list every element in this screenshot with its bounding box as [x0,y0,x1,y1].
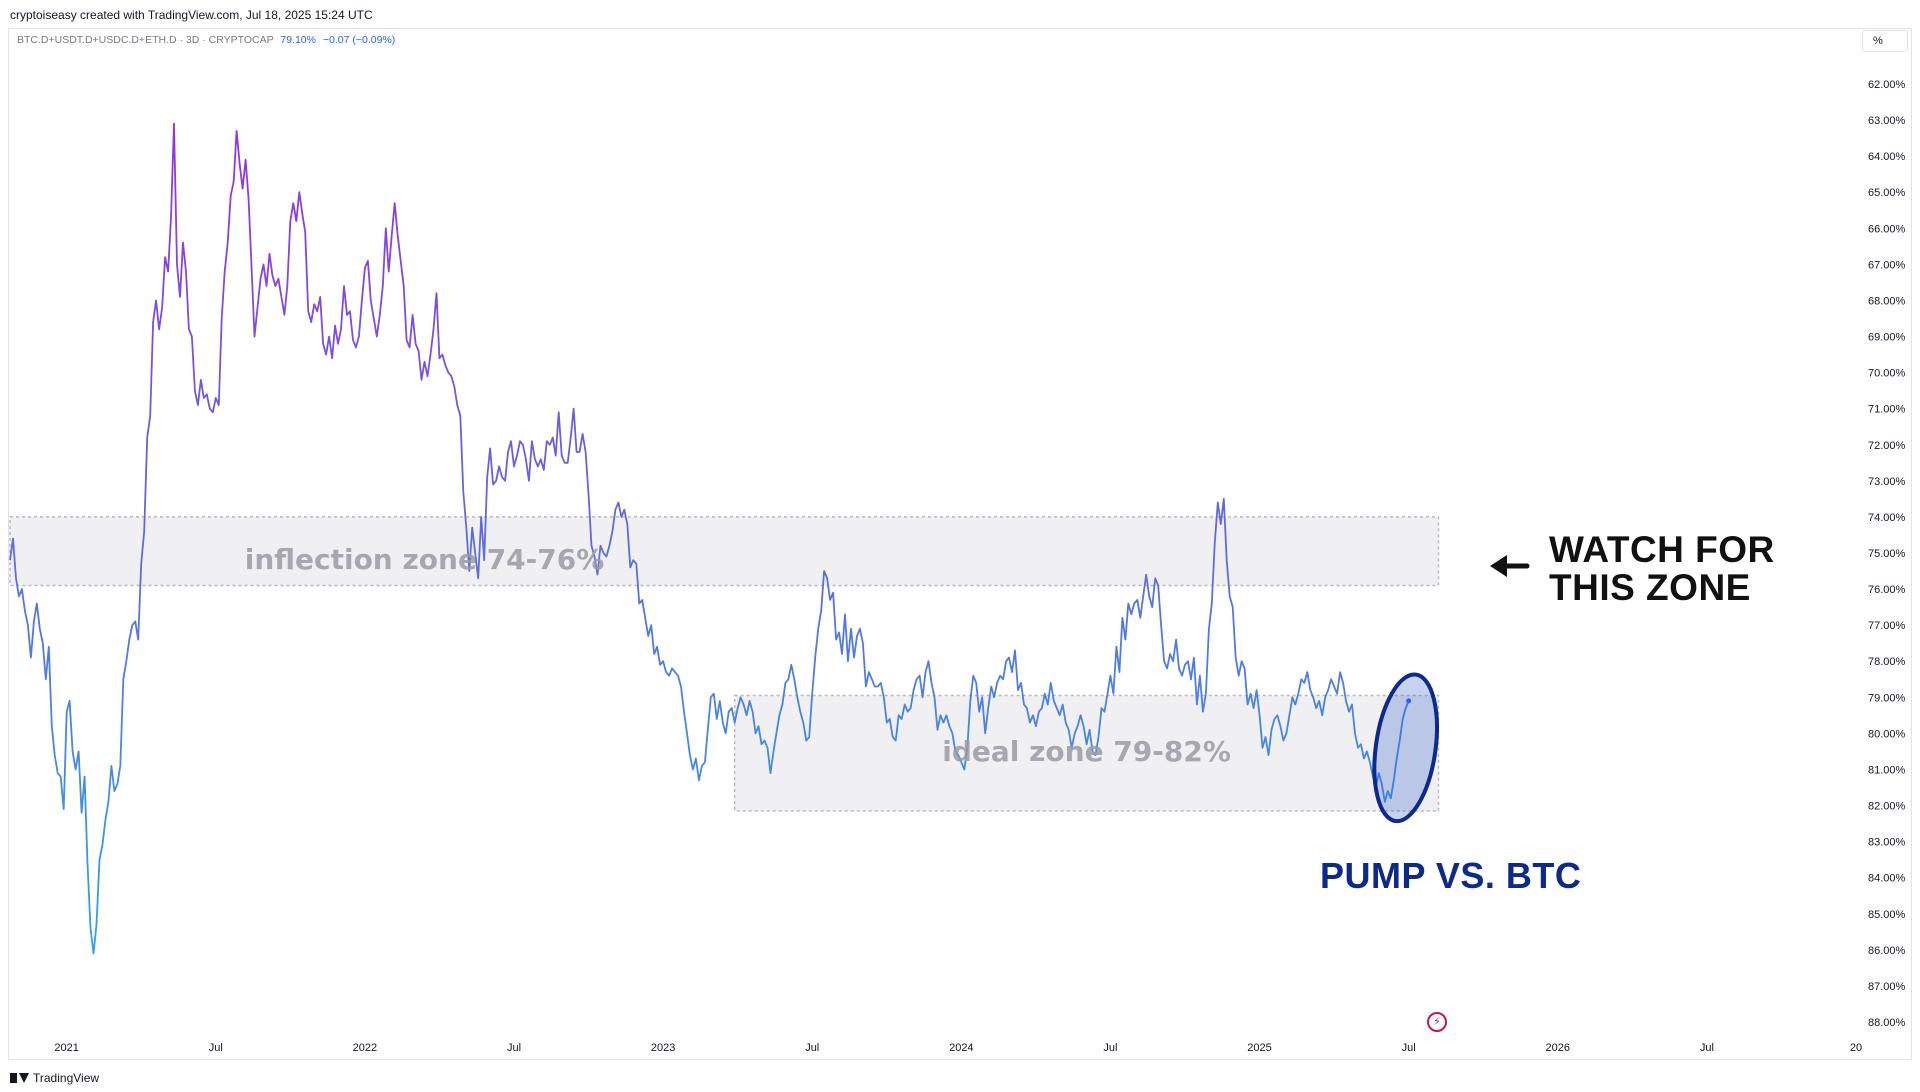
y-axis[interactable]: 62.00% 63.00% 64.00% 65.00% 66.00% 67.00% 68.0… [1868,79,1906,1029]
y-tick-label: 82.00% [1868,801,1906,813]
y-tick-label: 78.00% [1868,656,1906,668]
x-tick-label: Jul [1402,1042,1416,1054]
y-tick-label: 74.00% [1868,512,1906,524]
y-tick-label: 80.00% [1868,728,1906,740]
last-value: 79.10% [280,34,316,46]
y-tick-label: 77.00% [1868,620,1906,632]
x-tick-label: 2024 [949,1042,973,1054]
percent-scale-button[interactable]: % [1862,30,1908,52]
zone-box-1 [733,694,1440,812]
x-tick-label: Jul [1103,1042,1117,1054]
zone-label-0: inflection zone 74-76% [245,543,605,576]
y-tick-label: 87.00% [1868,981,1906,993]
change-value: −0.07 (−0.09%) [322,34,396,46]
tradingview-logo-icon [10,1073,29,1083]
chart-credit: cryptoiseasy created with TradingView.co… [10,8,373,22]
lightning-bolt-icon[interactable]: ⚡ [1427,1012,1447,1032]
zones-layer [9,516,1440,812]
y-tick-label: 79.00% [1868,692,1906,704]
watch-zone-annotation: WATCH FOR THIS ZONE [1549,529,1775,608]
y-tick-label: 69.00% [1868,332,1906,344]
series-layer: inflection zone 74-76% ideal zone 79-82% [9,122,1410,955]
tradingview-brand[interactable]: TradingView [10,1071,99,1085]
y-tick-label: 62.00% [1868,79,1906,91]
y-tick-label: 88.00% [1868,1017,1906,1029]
x-tick-label: Jul [1700,1042,1714,1054]
y-tick-label: 76.00% [1868,584,1906,596]
highlight-ellipse [1372,672,1439,824]
percent-icon: % [1873,35,1883,47]
x-tick-label: 2021 [54,1042,78,1054]
x-tick-label: Jul [805,1042,819,1054]
brand-label: TradingView [33,1071,100,1085]
last-point [1406,698,1412,704]
zone-box-0 [9,516,1440,587]
chart-pane[interactable] [8,28,1912,1060]
y-tick-label: 65.00% [1868,187,1906,199]
y-tick-label: 72.00% [1868,440,1906,452]
y-tick-label: 67.00% [1868,259,1906,271]
y-tick-label: 75.00% [1868,548,1906,560]
x-tick-label: 2022 [353,1042,377,1054]
arrow-left-icon [1490,555,1530,577]
y-tick-label: 68.00% [1868,295,1906,307]
series-line-0 [9,122,1410,955]
symbol-name: BTC.D+USDT.D+USDC.D+ETH.D · 3D · CRYPTOC… [17,34,274,46]
y-tick-label: 70.00% [1868,368,1906,380]
x-tick-label: 2026 [1546,1042,1570,1054]
y-tick-label: 83.00% [1868,837,1906,849]
highlight-layer [1372,672,1439,824]
x-axis[interactable]: 2021 Jul 2022 Jul 2023 Jul 2024 Jul 2025 Jul 2026 J… [54,1042,1862,1054]
y-tick-label: 71.00% [1868,404,1906,416]
y-tick-label: 85.00% [1868,909,1906,921]
y-tick-label: 84.00% [1868,873,1906,885]
zone-label-1: ideal zone 79-82% [942,735,1231,768]
y-tick-label: 81.00% [1868,764,1906,776]
y-tick-label: 63.00% [1868,115,1906,127]
pump-vs-btc-annotation: PUMP VS. BTC [1320,855,1582,896]
x-tick-label: 2025 [1247,1042,1271,1054]
y-tick-label: 64.00% [1868,151,1906,163]
x-tick-label: 2023 [651,1042,675,1054]
x-tick-label: Jul [209,1042,223,1054]
y-tick-label: 66.00% [1868,223,1906,235]
x-tick-label: 20 [1850,1042,1862,1054]
y-tick-label: 73.00% [1868,476,1906,488]
symbol-legend[interactable]: BTC.D+USDT.D+USDC.D+ETH.D · 3D · CRYPTOC… [17,34,395,46]
x-tick-label: Jul [507,1042,521,1054]
y-tick-label: 86.00% [1868,945,1906,957]
